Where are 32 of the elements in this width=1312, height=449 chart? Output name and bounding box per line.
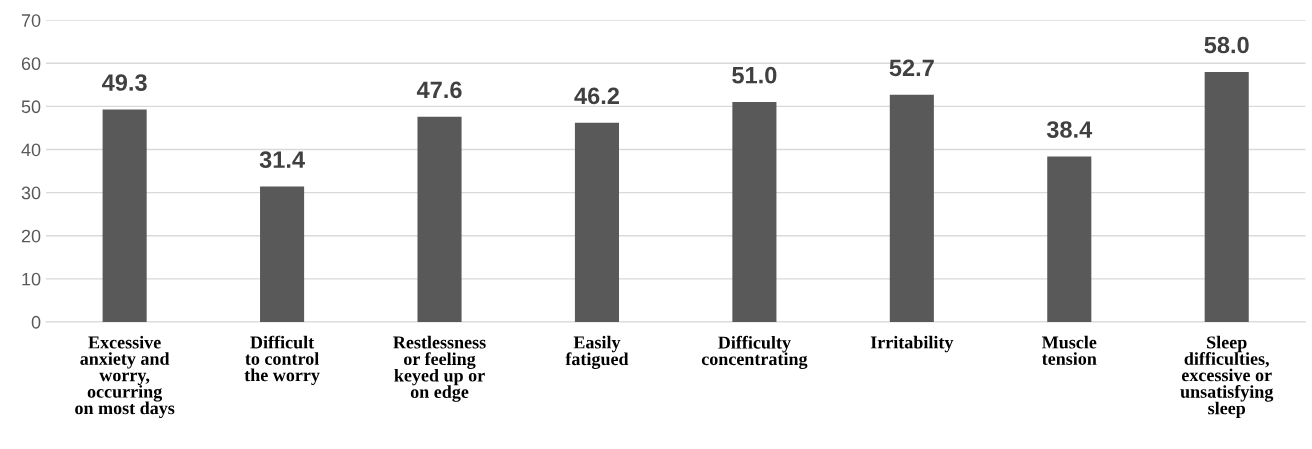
bar bbox=[732, 102, 777, 322]
data-label: 31.4 bbox=[259, 151, 305, 169]
y-tick-label: 70 bbox=[21, 14, 41, 27]
data-label: 46.2 bbox=[574, 87, 619, 105]
bar bbox=[1047, 156, 1092, 322]
x-tick-label: Restlessness or feeling keyed up or on edge bbox=[393, 335, 486, 402]
data-label: 51.0 bbox=[732, 66, 777, 84]
data-label: 49.3 bbox=[102, 74, 147, 91]
bar bbox=[417, 116, 462, 322]
y-tick-label: 0 bbox=[31, 315, 41, 329]
y-tick-label: 10 bbox=[22, 272, 41, 286]
x-tick-label: Excessive anxiety and worry, occurring on most days bbox=[75, 335, 175, 418]
data-label: 47.6 bbox=[416, 81, 462, 99]
y-tick-label: 40 bbox=[21, 143, 41, 157]
bar bbox=[102, 109, 147, 322]
data-label: 52.7 bbox=[889, 59, 934, 77]
y-tick-label: 60 bbox=[21, 57, 41, 71]
x-tick-label: Sleep difficulties, excessive or unsatisfying sleep bbox=[1180, 335, 1274, 419]
bar bbox=[260, 186, 305, 322]
bar bbox=[889, 94, 934, 322]
y-tick-label: 20 bbox=[21, 229, 41, 243]
y-tick-label: 30 bbox=[21, 186, 41, 200]
x-tick-label: Muscle tension bbox=[1041, 335, 1097, 365]
data-label: 38.4 bbox=[1046, 121, 1093, 138]
x-tick-label: Easily fatigued bbox=[565, 335, 629, 369]
bar bbox=[574, 122, 619, 322]
y-tick-label: 50 bbox=[21, 100, 41, 114]
data-label: 58.0 bbox=[1204, 36, 1249, 54]
x-tick-label: Irritability bbox=[870, 335, 954, 353]
x-tick-label: Difficult to control the worry bbox=[244, 335, 320, 385]
bar bbox=[1204, 71, 1249, 322]
x-tick-label: Difficulty concentrating bbox=[701, 335, 808, 369]
